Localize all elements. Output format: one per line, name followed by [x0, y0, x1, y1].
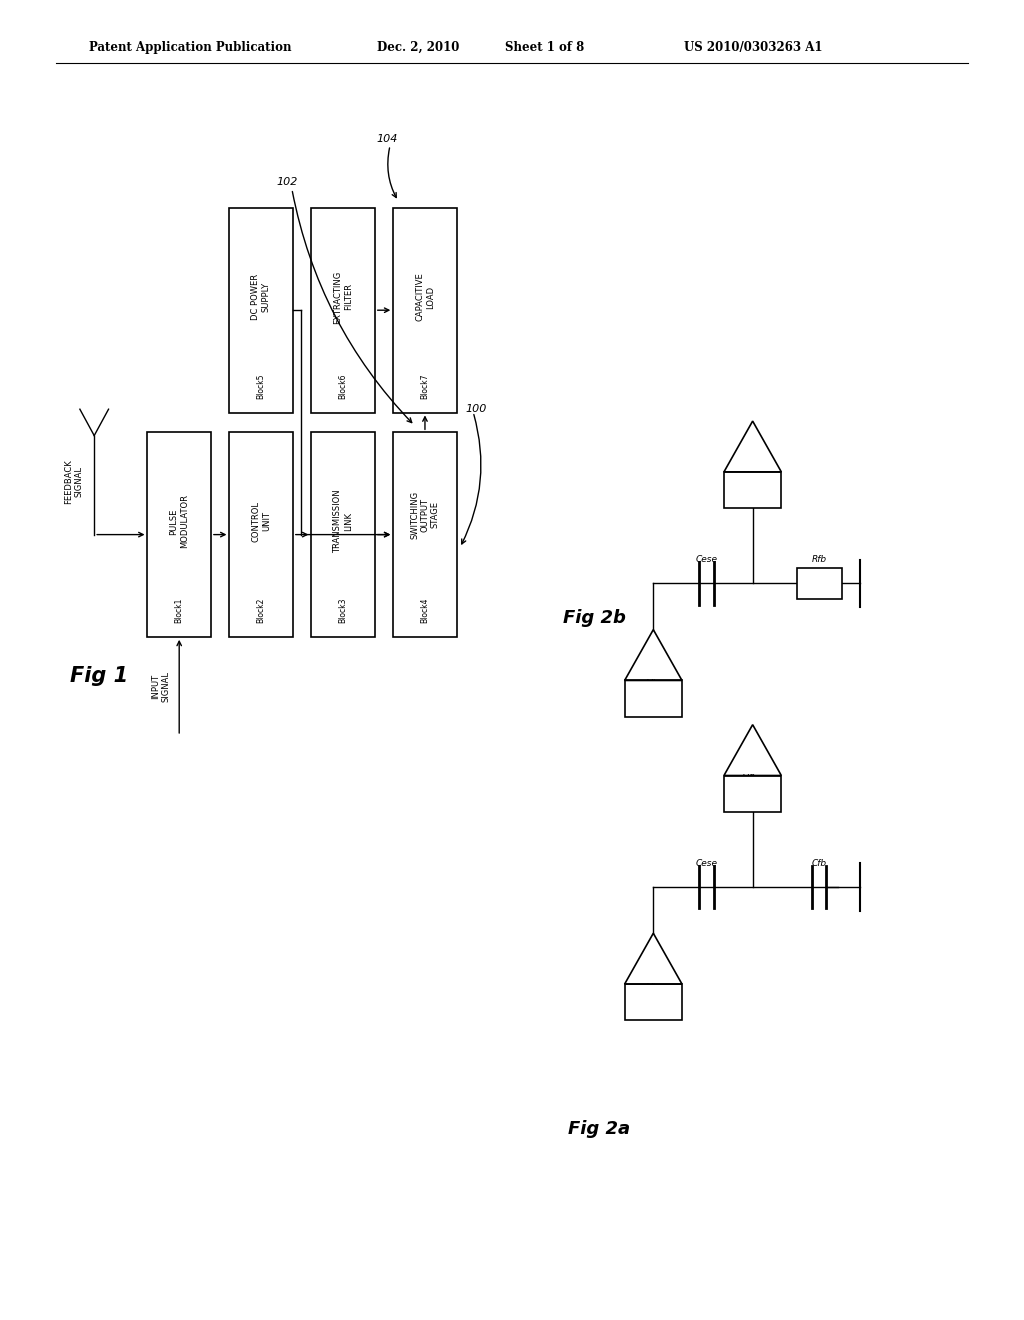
- Text: Sheet 1 of 8: Sheet 1 of 8: [505, 41, 584, 54]
- Text: Fig 2a: Fig 2a: [568, 1119, 631, 1138]
- Text: 100: 100: [466, 404, 487, 414]
- Text: Block5: Block5: [257, 374, 265, 399]
- Bar: [147, 433, 211, 638]
- Bar: [229, 209, 293, 412]
- Text: Block7: Block7: [421, 374, 429, 399]
- Text: DC POWER
SUPPLY: DC POWER SUPPLY: [252, 275, 270, 319]
- Bar: [797, 568, 842, 599]
- Text: Block2: Block2: [257, 598, 265, 623]
- Text: CONTROL
UNIT: CONTROL UNIT: [252, 500, 270, 543]
- Text: Block3: Block3: [339, 598, 347, 623]
- Text: INPUT
SIGNAL: INPUT SIGNAL: [152, 671, 170, 702]
- Bar: [625, 681, 682, 717]
- Text: Fig 1: Fig 1: [70, 665, 128, 686]
- Bar: [724, 776, 781, 812]
- Text: 104: 104: [377, 133, 398, 144]
- Text: FEEDBACK
SIGNAL: FEEDBACK SIGNAL: [65, 459, 83, 504]
- Text: PULSE
MODULATOR: PULSE MODULATOR: [170, 495, 188, 548]
- Text: Rfb: Rfb: [812, 556, 826, 564]
- Text: EXTRACTING
FILTER: EXTRACTING FILTER: [334, 271, 352, 323]
- Bar: [229, 433, 293, 638]
- Text: SWITCHING
OUTPUT
STAGE: SWITCHING OUTPUT STAGE: [410, 491, 440, 539]
- Text: US 2010/0303263 A1: US 2010/0303263 A1: [684, 41, 822, 54]
- Bar: [393, 433, 457, 638]
- Text: Cese: Cese: [695, 556, 718, 564]
- Text: TRANSMISSION
LINK: TRANSMISSION LINK: [334, 490, 352, 553]
- Bar: [625, 985, 682, 1020]
- Text: CAPACITIVE
LOAD: CAPACITIVE LOAD: [416, 273, 434, 321]
- Text: Dec. 2, 2010: Dec. 2, 2010: [377, 41, 459, 54]
- Bar: [393, 209, 457, 412]
- Bar: [311, 209, 375, 412]
- Text: Uin: Uin: [645, 678, 662, 689]
- Bar: [311, 433, 375, 638]
- Text: Block6: Block6: [339, 374, 347, 399]
- Text: Cese: Cese: [695, 859, 718, 867]
- Text: Cfb: Cfb: [812, 859, 826, 867]
- Text: Uin: Uin: [645, 982, 662, 993]
- Text: Fig 2b: Fig 2b: [563, 609, 626, 627]
- Text: Block1: Block1: [175, 598, 183, 623]
- Bar: [724, 473, 781, 508]
- Text: Block4: Block4: [421, 598, 429, 623]
- Text: 102: 102: [276, 177, 298, 187]
- Text: Ufbb: Ufbb: [741, 470, 764, 480]
- Text: Patent Application Publication: Patent Application Publication: [89, 41, 292, 54]
- Text: Ufba: Ufba: [741, 774, 764, 784]
